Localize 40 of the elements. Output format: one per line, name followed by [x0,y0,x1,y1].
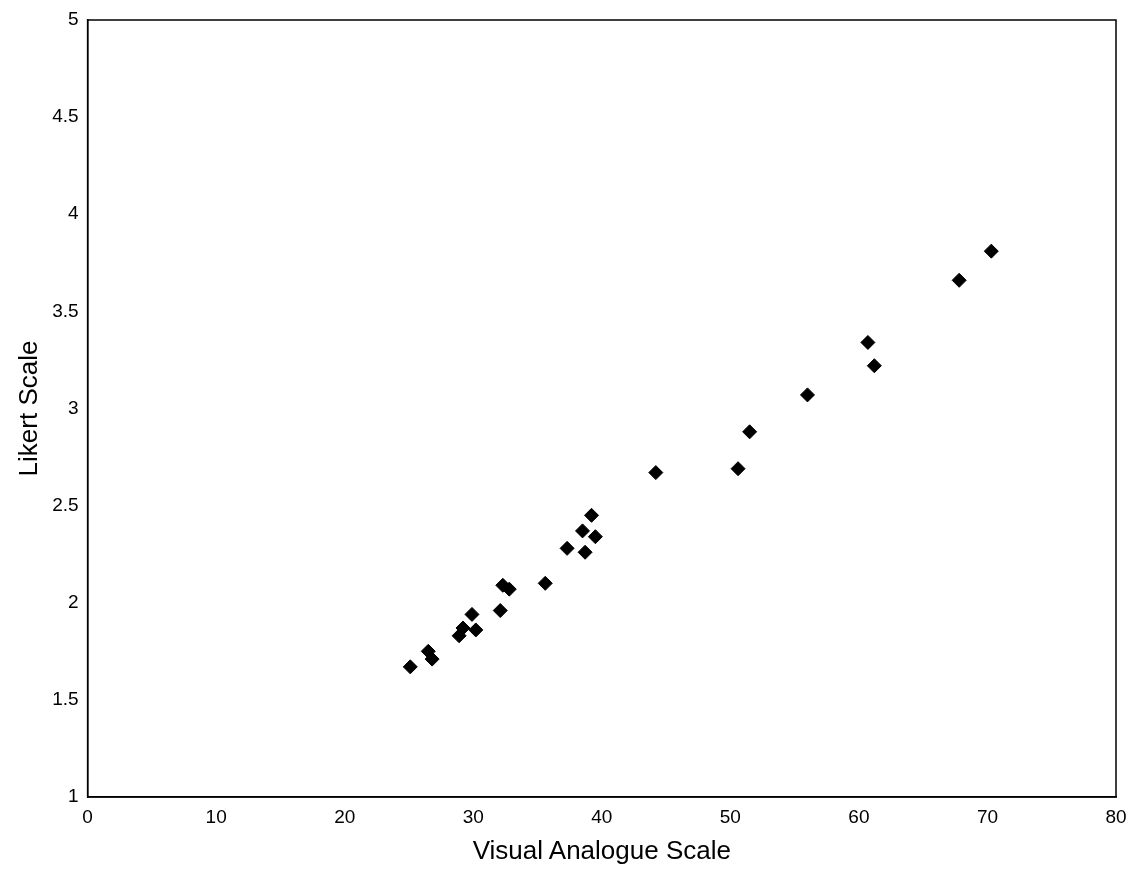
point [742,424,758,440]
y-tick-label: 4 [68,202,80,224]
point [584,507,600,523]
point [424,651,440,667]
y-tick-label: 1.5 [52,688,79,710]
point [464,606,480,622]
x-tick-label: 40 [591,805,613,827]
y-tick-label: 3 [68,396,79,418]
y-axis-title: Likert Scale [12,340,43,477]
x-tick-label: 0 [82,805,93,827]
point [799,387,815,403]
x-tick-label: 70 [976,805,999,827]
point [559,540,575,556]
x-axis-title: Visual Analogue Scale [472,834,731,865]
point [730,461,746,477]
point [492,603,508,619]
point [537,575,553,591]
y-tick-label: 3.5 [52,299,79,321]
y-tick-label: 1 [68,785,79,807]
point [577,544,593,560]
x-tick-label: 60 [848,805,870,827]
point [983,243,999,259]
point [468,622,484,638]
point [866,358,882,374]
x-tick-label: 80 [1105,805,1127,827]
x-tick-label: 10 [205,805,227,827]
x-tick-label: 20 [334,805,356,827]
point [587,529,603,545]
y-tick-label: 2.5 [52,493,79,515]
y-tick-label: 4.5 [52,105,79,127]
point [455,620,471,636]
point [648,465,664,481]
point [860,334,876,350]
y-tick-label: 2 [68,590,79,612]
point [951,272,967,288]
x-tick-label: 30 [462,805,484,827]
y-tick-label: 5 [68,8,79,30]
point [402,659,418,675]
x-tick-label: 50 [719,805,741,827]
point [575,523,591,539]
